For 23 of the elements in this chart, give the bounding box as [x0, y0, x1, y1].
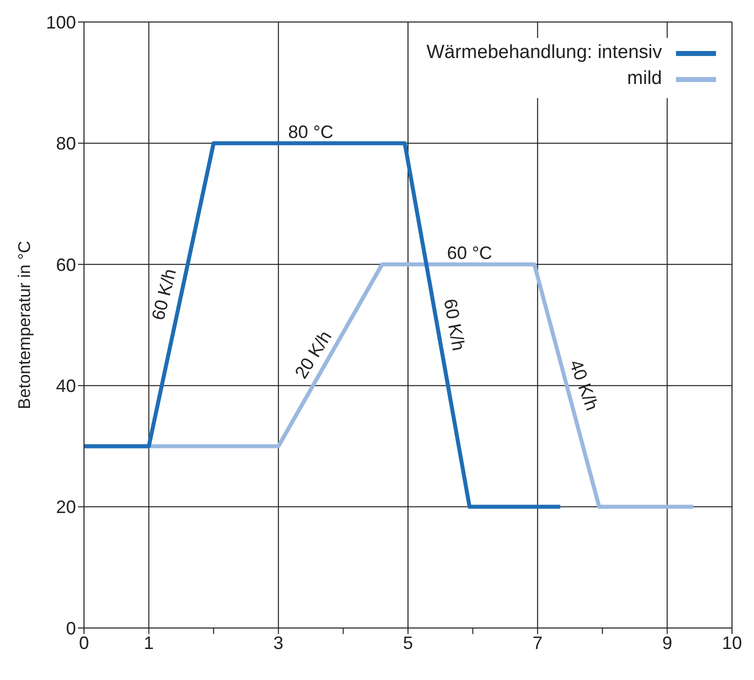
annotation: 40 K/h [566, 357, 602, 414]
y-tick-label: 0 [66, 618, 76, 638]
x-tick-label: 9 [662, 632, 672, 653]
y-axis-title: Betontemperatur in °C [15, 240, 34, 410]
y-tick-label: 20 [56, 497, 76, 518]
y-tick-label: 60 [56, 254, 76, 275]
y-tick-label: 40 [56, 376, 76, 396]
annotation: 60 K/h [440, 297, 469, 352]
x-tick-label: 10 [722, 632, 742, 653]
legend-label: intensiv [598, 42, 662, 63]
annotation: 60 °C [446, 243, 492, 264]
x-tick-label: 5 [402, 632, 414, 653]
x-tick-label: 1 [144, 632, 154, 653]
annotation: 20 K/h [290, 327, 336, 382]
x-tick-label: 0 [78, 632, 90, 653]
legend-label: mild [627, 68, 662, 90]
y-tick-label: 80 [56, 134, 76, 154]
legend-title: Wärmebehandlung: [426, 42, 592, 63]
x-tick-label: 7 [532, 632, 543, 653]
annotation: 80 °C [288, 122, 334, 142]
annotation: 60 K/h [148, 266, 180, 322]
x-tick-label: 3 [273, 632, 284, 653]
y-tick-label: 100 [46, 12, 76, 32]
